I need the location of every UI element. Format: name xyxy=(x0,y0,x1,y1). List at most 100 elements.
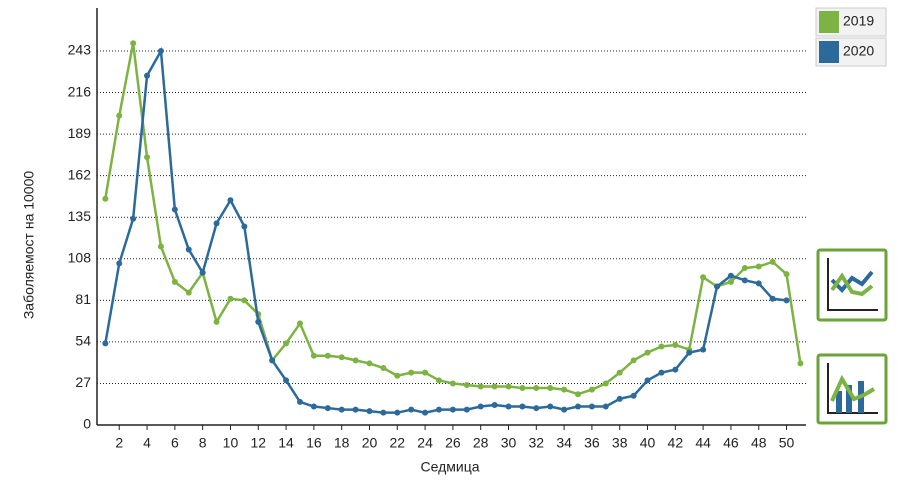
data-point xyxy=(561,406,568,413)
data-point xyxy=(769,258,776,265)
data-point xyxy=(727,278,734,285)
y-tick-label: 243 xyxy=(68,42,92,58)
y-tick-label: 135 xyxy=(68,208,92,224)
data-point xyxy=(255,318,262,325)
line-chart-button[interactable] xyxy=(816,248,888,322)
data-point xyxy=(269,357,276,364)
y-tick-label: 0 xyxy=(83,416,91,432)
data-point xyxy=(157,48,164,54)
data-point xyxy=(505,403,512,410)
x-tick-label: 4 xyxy=(143,435,151,451)
data-point xyxy=(422,369,429,376)
data-point xyxy=(491,401,498,408)
data-point xyxy=(797,360,804,367)
data-point xyxy=(144,154,151,161)
data-point xyxy=(435,406,442,413)
data-point xyxy=(324,352,331,359)
x-tick-label: 26 xyxy=(445,435,461,451)
data-point xyxy=(727,272,734,279)
x-tick-label: 42 xyxy=(668,435,684,451)
data-point xyxy=(310,403,317,410)
bar-chart-button[interactable] xyxy=(816,353,888,425)
data-point xyxy=(324,405,331,412)
y-tick-label: 216 xyxy=(68,83,92,99)
x-tick-label: 8 xyxy=(199,435,207,451)
data-point xyxy=(547,403,554,410)
data-point xyxy=(171,206,178,213)
data-point xyxy=(185,246,192,253)
y-tick-label: 54 xyxy=(75,333,91,349)
data-point xyxy=(435,377,442,384)
x-tick-label: 16 xyxy=(306,435,322,451)
data-point xyxy=(408,369,415,376)
icon-line xyxy=(830,374,876,402)
y-tick-label: 27 xyxy=(75,374,91,390)
data-point xyxy=(380,365,387,372)
x-tick-label: 30 xyxy=(501,435,517,451)
data-point xyxy=(296,398,303,405)
data-point xyxy=(519,403,526,410)
x-tick-label: 2 xyxy=(115,435,123,451)
legend-swatch xyxy=(819,41,839,63)
x-axis-label: Седмица xyxy=(420,459,479,475)
data-point xyxy=(213,220,220,227)
data-point xyxy=(533,385,540,392)
data-point xyxy=(783,271,790,278)
x-tick-label: 6 xyxy=(171,435,179,451)
data-point xyxy=(449,406,456,413)
data-point xyxy=(644,349,651,356)
data-point xyxy=(616,395,623,402)
x-tick-label: 20 xyxy=(362,435,378,451)
x-tick-label: 36 xyxy=(584,435,600,451)
data-point xyxy=(130,215,137,222)
legend-item[interactable]: 2019 xyxy=(815,7,887,37)
data-point xyxy=(352,406,359,413)
x-tick-label: 48 xyxy=(751,435,767,451)
x-tick-label: 14 xyxy=(278,435,294,451)
data-point xyxy=(463,381,470,388)
data-point xyxy=(102,195,109,202)
x-tick-label: 50 xyxy=(779,435,795,451)
icon-axes xyxy=(827,258,878,311)
x-tick-label: 44 xyxy=(695,435,711,451)
icon-line xyxy=(830,270,874,293)
legend-item[interactable]: 2020 xyxy=(815,37,887,67)
x-tick-label: 24 xyxy=(417,435,433,451)
y-tick-label: 108 xyxy=(68,249,92,265)
data-point xyxy=(714,283,721,290)
data-point xyxy=(366,360,373,367)
x-tick-label: 10 xyxy=(223,435,239,451)
data-point xyxy=(672,341,679,348)
y-tick-label: 162 xyxy=(68,166,92,182)
data-point xyxy=(602,403,609,410)
data-point xyxy=(116,112,123,119)
data-point xyxy=(561,386,568,393)
data-point xyxy=(686,349,693,356)
data-point xyxy=(658,343,665,350)
data-point xyxy=(310,352,317,359)
data-point xyxy=(519,385,526,392)
x-tick-label: 18 xyxy=(334,435,350,451)
data-point xyxy=(241,223,248,230)
legend-label: 2020 xyxy=(843,43,874,59)
data-point xyxy=(491,383,498,390)
button-frame xyxy=(816,248,888,322)
icon-bar xyxy=(846,385,852,413)
data-point xyxy=(700,274,707,281)
legend-swatch xyxy=(819,11,839,33)
y-tick-label: 189 xyxy=(68,125,92,141)
data-point xyxy=(380,409,387,416)
data-point xyxy=(157,243,164,250)
data-point xyxy=(227,197,234,204)
data-point xyxy=(283,377,290,384)
data-point xyxy=(241,297,248,304)
data-point xyxy=(588,403,595,410)
data-point xyxy=(408,406,415,413)
data-point xyxy=(199,269,206,276)
data-point xyxy=(449,380,456,387)
data-point xyxy=(575,391,582,398)
series-line xyxy=(104,46,787,414)
data-point xyxy=(616,369,623,376)
data-point xyxy=(213,318,220,325)
